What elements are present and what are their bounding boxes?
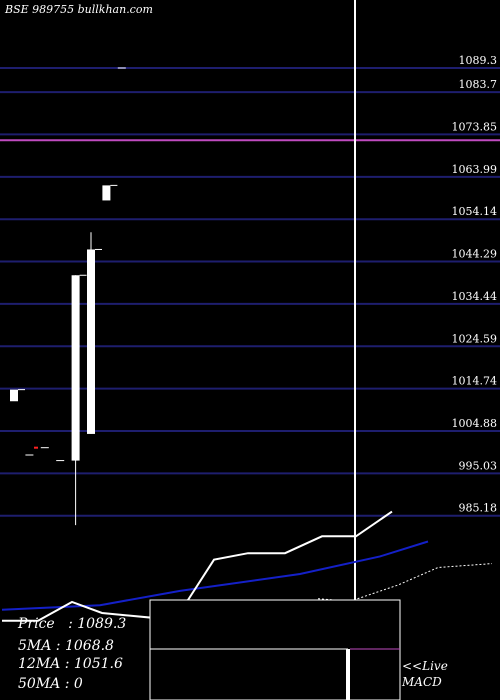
ma-short-line [2,510,393,622]
price-tick-label: 995.03 [459,459,498,472]
price-tick-label: 1089.3 [459,54,498,67]
price-tick-label: 1063.99 [452,163,498,176]
price-tick-label: 1073.85 [452,120,498,133]
live-macd-label-line1: <<Live [402,659,448,673]
ma12-stat: 12MA : 1051.6 [18,656,123,672]
candle-body [87,249,95,434]
live-macd-label-line2: MACD [402,675,442,689]
macd-histogram-bar [346,649,350,700]
price-tick-label: 1004.88 [452,417,498,430]
price-tick-label: 985.18 [459,502,498,515]
candle-body [102,185,111,201]
price-tick-label: 1034.44 [452,290,498,303]
price-tick-label: 1014.74 [452,375,498,388]
price-stat: Price : 1089.3 [18,616,127,632]
price-tick-label: 1054.14 [452,205,498,218]
price-tick-label: 1083.7 [459,78,498,91]
ma50-stat: 50MA : 0 [18,676,83,692]
candle-body [71,275,80,461]
price-tick-label: 1024.59 [452,332,498,345]
macd-signal-line [317,563,493,602]
price-tick-label: 1044.29 [452,248,498,261]
chart-title: BSE 989755 bullkhan.com [5,3,153,16]
candle-body [10,389,18,402]
macd-panel [149,599,401,700]
signal-marker [34,446,38,449]
ma5-stat: 5MA : 1068.8 [18,638,114,654]
